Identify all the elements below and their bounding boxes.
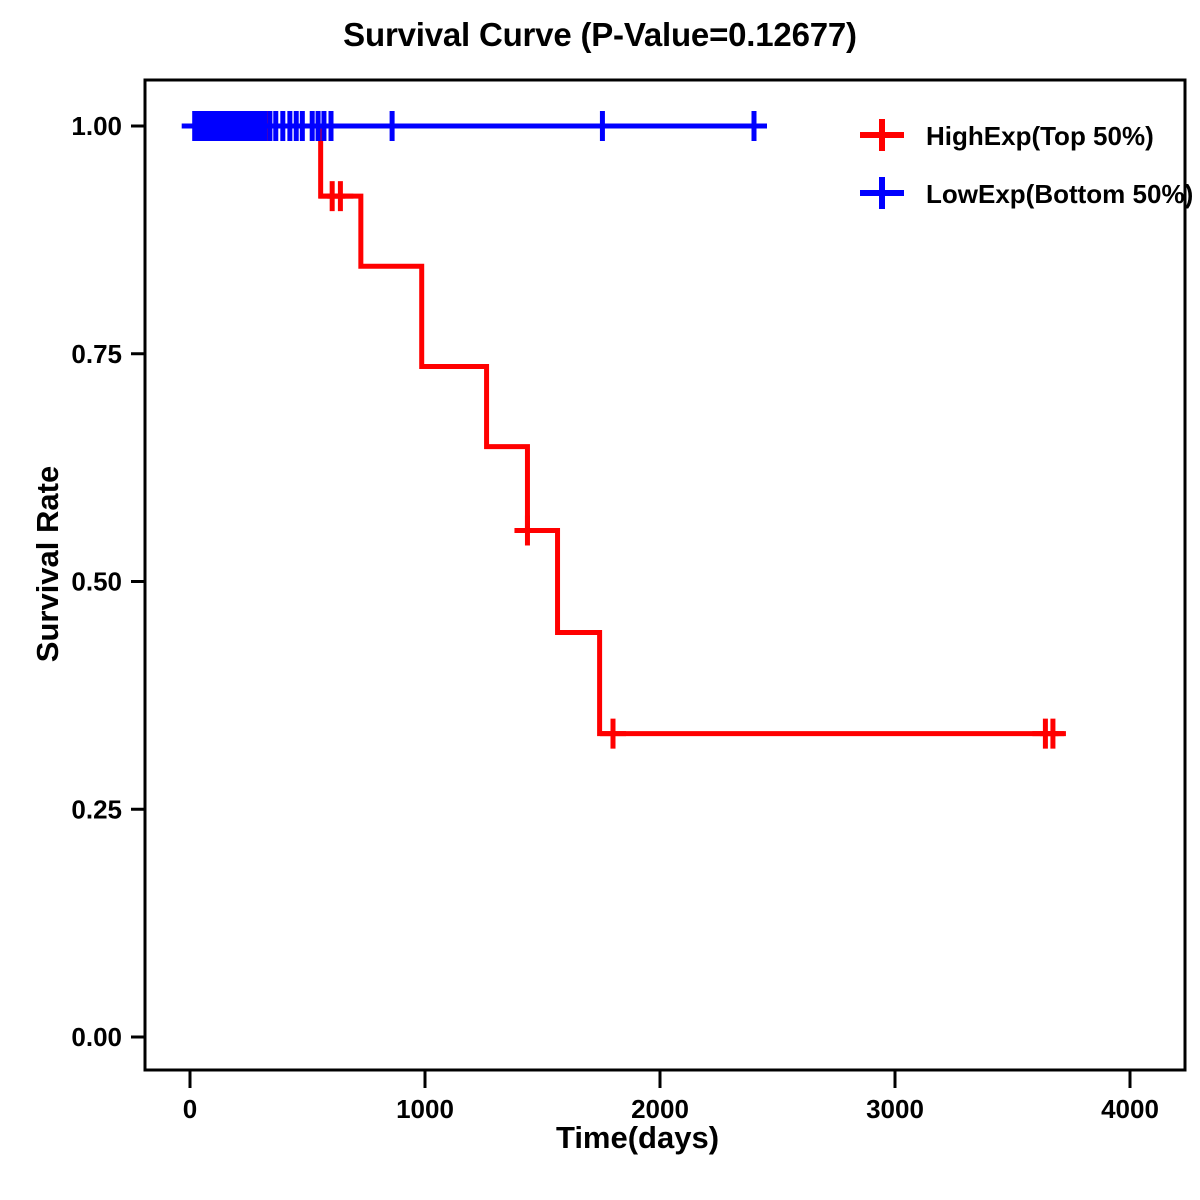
x-axis-ticks: 0 1000 2000 3000 4000	[183, 1070, 1159, 1124]
y-tick-label: 0.25	[71, 794, 122, 824]
x-tick-label: 2000	[631, 1094, 689, 1124]
y-axis-ticks: 0.00 0.25 0.50 0.75 1.00	[71, 111, 145, 1052]
data-series-layer	[181, 111, 1066, 749]
x-tick-label: 3000	[866, 1094, 924, 1124]
y-tick-label: 0.75	[71, 339, 122, 369]
legend-label: HighExp(Top 50%)	[926, 121, 1154, 151]
x-tick-label: 4000	[1101, 1094, 1159, 1124]
page-title: Survival Curve (P-Value=0.12677)	[343, 16, 857, 53]
legend-item[interactable]: HighExp(Top 50%)	[860, 119, 1154, 151]
chart-legend: HighExp(Top 50%) LowExp(Bottom 50%)	[860, 119, 1193, 209]
x-axis-title: Time(days)	[555, 1120, 720, 1155]
x-tick-label: 1000	[396, 1094, 454, 1124]
legend-label: LowExp(Bottom 50%)	[926, 179, 1193, 209]
plot-frame	[143, 78, 1187, 1072]
y-tick-label: 1.00	[71, 111, 122, 141]
legend-item[interactable]: LowExp(Bottom 50%)	[860, 177, 1193, 209]
series-low-exp	[181, 111, 767, 141]
y-tick-label: 0.50	[71, 567, 122, 597]
y-tick-label: 0.00	[71, 1022, 122, 1052]
step-line	[190, 123, 1065, 737]
x-tick-label: 0	[183, 1094, 197, 1124]
